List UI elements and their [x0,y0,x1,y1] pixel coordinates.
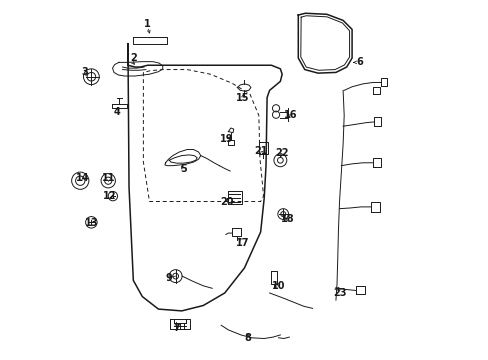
Text: 11: 11 [102,173,115,183]
Text: 17: 17 [236,238,249,248]
Text: 5: 5 [180,164,186,174]
Text: 14: 14 [76,173,89,183]
Text: 10: 10 [271,281,285,291]
Text: 8: 8 [244,333,251,343]
Text: 4: 4 [114,107,121,117]
Text: 21: 21 [253,146,267,156]
Text: 23: 23 [332,288,346,298]
Text: 7: 7 [173,323,180,333]
Text: 3: 3 [81,67,88,77]
Text: 16: 16 [284,111,297,121]
Text: 15: 15 [236,93,249,103]
Text: 20: 20 [220,197,233,207]
Text: 22: 22 [275,148,288,158]
Text: 9: 9 [165,273,171,283]
Text: 2: 2 [130,53,137,63]
Text: 12: 12 [103,191,117,201]
Text: 6: 6 [355,57,362,67]
Text: 19: 19 [220,134,233,144]
Text: 13: 13 [85,218,99,228]
Text: 1: 1 [144,19,151,29]
Text: 18: 18 [280,215,294,224]
